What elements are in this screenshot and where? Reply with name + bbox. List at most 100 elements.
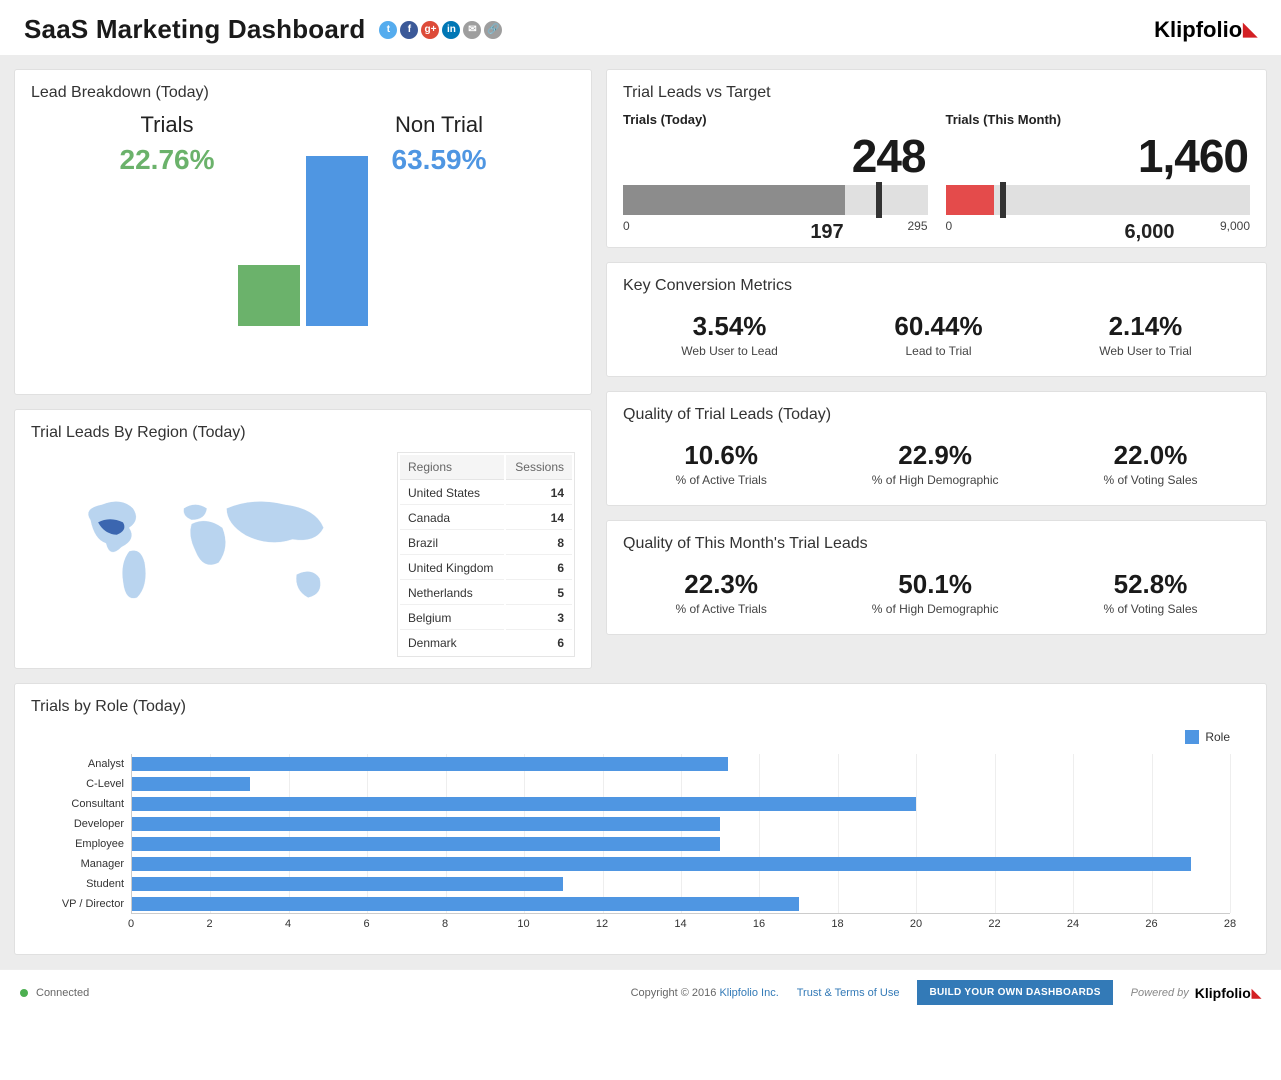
world-map-svg (67, 480, 347, 630)
metric-label: % of High Demographic (872, 602, 999, 616)
gauge-bar (623, 185, 928, 215)
region-row: Denmark6 (400, 632, 572, 654)
legend-swatch (1185, 730, 1199, 744)
metric: 60.44% Lead to Trial (894, 311, 982, 358)
targets-title: Trial Leads vs Target (623, 84, 1250, 102)
metric-label: % of Voting Sales (1103, 602, 1197, 616)
x-tick: 2 (206, 918, 212, 930)
lb-bar (306, 156, 368, 326)
gauge-mid: 197 (810, 221, 843, 244)
region-col-header: Regions (400, 455, 504, 480)
region-row: Netherlands5 (400, 582, 572, 605)
link-icon[interactable]: 🔗 (484, 21, 502, 39)
gauge-max: 295 (907, 219, 927, 233)
x-tick: 24 (1067, 918, 1079, 930)
footer-left: Connected (20, 987, 89, 999)
x-tick: 18 (831, 918, 843, 930)
email-icon[interactable]: ✉ (463, 21, 481, 39)
metric-value: 22.9% (872, 440, 999, 471)
terms-link[interactable]: Trust & Terms of Use (797, 987, 900, 999)
quality-today-title: Quality of Trial Leads (Today) (623, 406, 1250, 424)
metric-label: Web User to Lead (681, 344, 778, 358)
gridline (603, 754, 604, 913)
gauge-fill (946, 185, 995, 215)
metric-label: Web User to Trial (1099, 344, 1191, 358)
lb-percent: 63.59% (392, 144, 487, 176)
quality-today-card: Quality of Trial Leads (Today) 10.6%% of… (606, 391, 1267, 506)
metric-value: 2.14% (1099, 311, 1191, 342)
social-icons: tfg+in✉🔗 (379, 21, 502, 39)
role-bar (132, 757, 728, 771)
role-bar (132, 797, 916, 811)
right-column: Trial Leads vs Target Trials (Today)2480… (606, 69, 1267, 669)
gauge-max: 9,000 (1220, 219, 1250, 233)
roles-chart: Role AnalystC-LevelConsultantDeveloperEm… (31, 726, 1250, 934)
header-left: SaaS Marketing Dashboard tfg+in✉🔗 (24, 14, 502, 45)
role-row (132, 857, 1191, 871)
copyright-text: Copyright © 2016 (631, 987, 717, 999)
quality-month-title: Quality of This Month's Trial Leads (623, 535, 1250, 553)
linkedin-icon[interactable]: in (442, 21, 460, 39)
google-plus-icon[interactable]: g+ (421, 21, 439, 39)
x-tick: 20 (910, 918, 922, 930)
role-row (132, 837, 720, 851)
region-table: RegionsSessions United States14Canada14B… (397, 452, 575, 657)
facebook-icon[interactable]: f (400, 21, 418, 39)
gauge-marker (1000, 182, 1006, 218)
gauge-bar (946, 185, 1251, 215)
lead-breakdown-title: Lead Breakdown (Today) (31, 84, 575, 102)
footer-copyright: Copyright © 2016 Klipfolio Inc. (631, 987, 779, 999)
region-title: Trial Leads By Region (Today) (31, 424, 575, 442)
region-value: 14 (506, 507, 572, 530)
region-value: 3 (506, 607, 572, 630)
company-link[interactable]: Klipfolio Inc. (719, 987, 778, 999)
metric-value: 60.44% (894, 311, 982, 342)
gauge-scale: 06,0009,000 (946, 219, 1251, 233)
metric-label: Lead to Trial (894, 344, 982, 358)
gridline (681, 754, 682, 913)
region-value: 14 (506, 482, 572, 505)
conversion-metrics: 3.54% Web User to Lead 60.44% Lead to Trial… (623, 305, 1250, 362)
brand-logo-accent: ◣ (1243, 19, 1257, 40)
powered-by: Powered by Klipfolio◣ (1131, 985, 1261, 1001)
region-row: Brazil8 (400, 532, 572, 555)
role-bar (132, 877, 563, 891)
role-bar (132, 897, 799, 911)
metric-label: % of Active Trials (675, 473, 766, 487)
metric-label: % of Active Trials (675, 602, 766, 616)
lb-label: Non Trial (392, 112, 487, 138)
page-title: SaaS Marketing Dashboard (24, 14, 365, 45)
quality-month-card: Quality of This Month's Trial Leads 22.3… (606, 520, 1267, 635)
twitter-icon[interactable]: t (379, 21, 397, 39)
gauge-min: 0 (623, 219, 630, 233)
metric-value: 3.54% (681, 311, 778, 342)
region-card: Trial Leads By Region (Today) RegionsSes… (14, 409, 592, 669)
region-name: Netherlands (400, 582, 504, 605)
role-bar (132, 857, 1191, 871)
metric-value: 50.1% (872, 569, 999, 600)
region-name: United Kingdom (400, 557, 504, 580)
x-tick: 16 (753, 918, 765, 930)
role-row (132, 797, 916, 811)
gauge-scale: 0197295 (623, 219, 928, 233)
region-row: Belgium3 (400, 607, 572, 630)
gauge-marker (876, 182, 882, 218)
conversion-title: Key Conversion Metrics (623, 277, 1250, 295)
region-col-header: Sessions (506, 455, 572, 480)
role-label: Analyst (88, 758, 132, 770)
lead-breakdown-chart (31, 146, 575, 326)
metric-value: 22.3% (675, 569, 766, 600)
roles-plot: AnalystC-LevelConsultantDeveloperEmploye… (131, 754, 1230, 914)
x-tick: 8 (442, 918, 448, 930)
metric: 3.54% Web User to Lead (681, 311, 778, 358)
world-map (31, 452, 383, 657)
metric-value: 52.8% (1103, 569, 1197, 600)
role-label: VP / Director (62, 898, 132, 910)
build-dashboards-button[interactable]: BUILD YOUR OWN DASHBOARDS (917, 980, 1112, 1005)
gauge-value: 248 (623, 133, 928, 179)
roles-xaxis: 0246810121416182022242628 (131, 914, 1230, 934)
role-label: Employee (75, 838, 132, 850)
region-row: United Kingdom6 (400, 557, 572, 580)
lead-breakdown-item: Non Trial 63.59% (392, 112, 487, 176)
gridline (995, 754, 996, 913)
